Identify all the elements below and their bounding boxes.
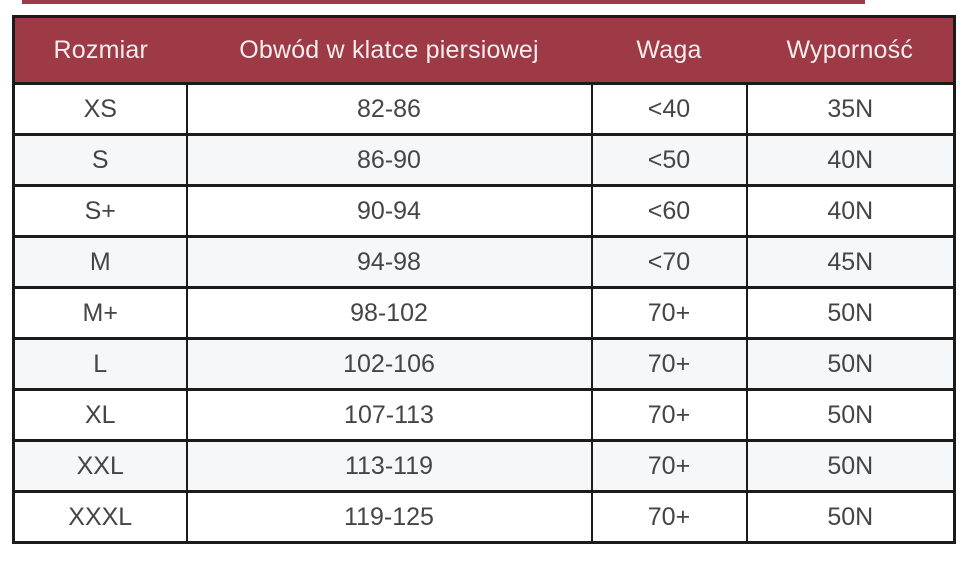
column-header-size: Rozmiar — [13, 16, 187, 85]
buoyancy-cell: 50N — [745, 439, 956, 493]
weight-cell: <50 — [590, 133, 748, 187]
table-row: S 86-90 <50 40N — [12, 133, 956, 187]
table-row: XS 82-86 <40 35N — [12, 82, 956, 136]
weight-cell: 70+ — [590, 388, 748, 442]
size-cell: XL — [12, 388, 188, 442]
weight-cell: 70+ — [590, 490, 748, 544]
weight-cell: 70+ — [590, 286, 748, 340]
table-row: XL 107-113 70+ 50N — [12, 388, 956, 442]
size-chart-table: Rozmiar Obwód w klatce piersiowej Waga W… — [12, 15, 956, 544]
chest-cell: 98-102 — [185, 286, 593, 340]
column-header-weight: Waga — [591, 16, 747, 85]
size-cell: M — [12, 235, 188, 289]
table-row: XXXL 119-125 70+ 50N — [12, 490, 956, 544]
weight-cell: 70+ — [590, 337, 748, 391]
chest-cell: 113-119 — [185, 439, 593, 493]
buoyancy-cell: 50N — [745, 490, 956, 544]
size-cell: L — [12, 337, 188, 391]
table-row: S+ 90-94 <60 40N — [12, 184, 956, 238]
chest-cell: 86-90 — [185, 133, 593, 187]
chest-cell: 94-98 — [185, 235, 593, 289]
weight-cell: 70+ — [590, 439, 748, 493]
buoyancy-cell: 40N — [745, 133, 956, 187]
size-cell: XXL — [12, 439, 188, 493]
chest-cell: 102-106 — [185, 337, 593, 391]
buoyancy-cell: 50N — [745, 337, 956, 391]
weight-cell: <40 — [590, 82, 748, 136]
weight-cell: <70 — [590, 235, 748, 289]
column-header-chest: Obwód w klatce piersiowej — [186, 16, 592, 85]
buoyancy-cell: 35N — [745, 82, 956, 136]
size-cell: S+ — [12, 184, 188, 238]
buoyancy-cell: 50N — [745, 286, 956, 340]
chest-cell: 82-86 — [185, 82, 593, 136]
table-row: M 94-98 <70 45N — [12, 235, 956, 289]
table-row: M+ 98-102 70+ 50N — [12, 286, 956, 340]
size-cell: XXXL — [12, 490, 188, 544]
size-cell: S — [12, 133, 188, 187]
buoyancy-cell: 40N — [745, 184, 956, 238]
column-header-buoyancy: Wyporność — [746, 16, 955, 85]
chest-cell: 90-94 — [185, 184, 593, 238]
table-row: XXL 113-119 70+ 50N — [12, 439, 956, 493]
size-cell: M+ — [12, 286, 188, 340]
buoyancy-cell: 45N — [745, 235, 956, 289]
top-accent-strip — [22, 0, 865, 4]
chest-cell: 119-125 — [185, 490, 593, 544]
table-row: L 102-106 70+ 50N — [12, 337, 956, 391]
size-cell: XS — [12, 82, 188, 136]
header-row: Rozmiar Obwód w klatce piersiowej Waga W… — [13, 16, 955, 85]
weight-cell: <60 — [590, 184, 748, 238]
chest-cell: 107-113 — [185, 388, 593, 442]
buoyancy-cell: 50N — [745, 388, 956, 442]
